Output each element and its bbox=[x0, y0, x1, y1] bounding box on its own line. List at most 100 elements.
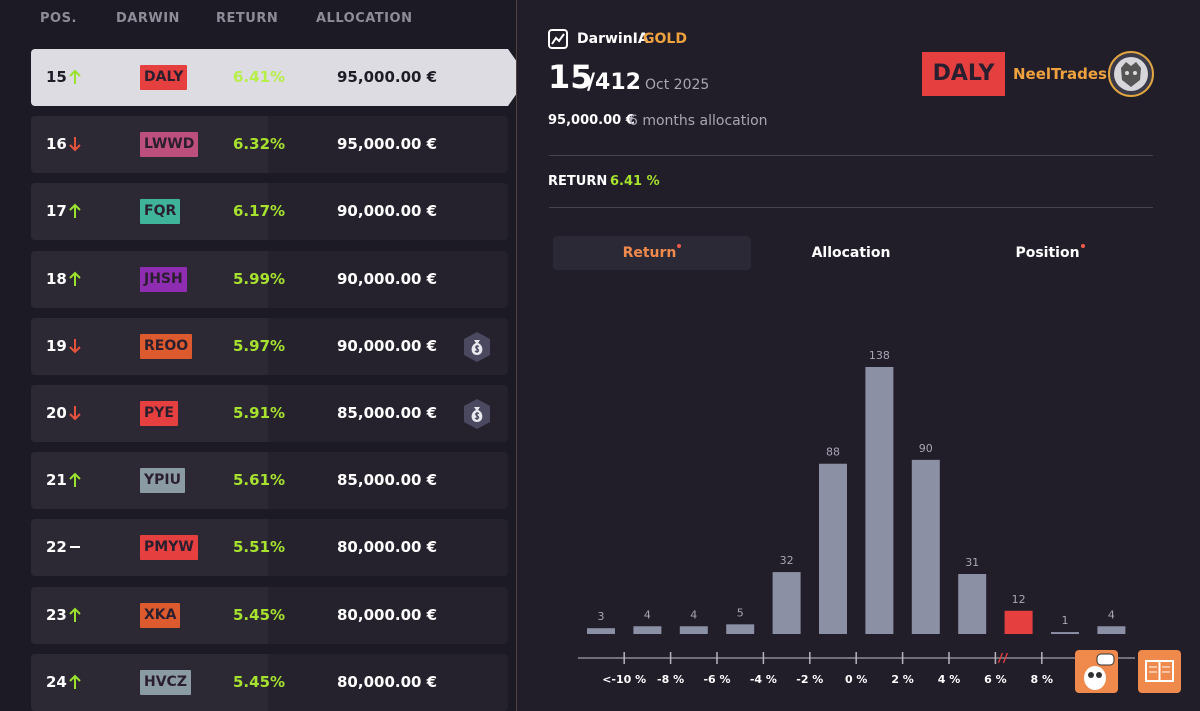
trend-arrow bbox=[69, 607, 81, 622]
brand: DarwinIA bbox=[577, 31, 649, 47]
bar bbox=[587, 628, 615, 634]
return: 5.45% bbox=[233, 672, 286, 691]
histogram: 3 4 4 5 32 88 138 90 31 12 1 4 <-10 % -8 % -6 % -4 % -2 … bbox=[578, 349, 1135, 686]
value-label: 88 bbox=[826, 446, 840, 459]
arrow-path bbox=[69, 674, 81, 689]
column-header: DARWIN bbox=[116, 11, 180, 26]
trend-arrow bbox=[69, 137, 81, 152]
ranking-row[interactable]: 22 PMYW 5.51% 80,000.00 € bbox=[31, 519, 508, 577]
ranking-row[interactable]: 19 REOO 5.97% 90,000.00 € bbox=[31, 317, 508, 375]
x-tick-label: <-10 % bbox=[602, 673, 646, 686]
darwin-tag: LWWD bbox=[140, 132, 199, 158]
position: 24 bbox=[46, 672, 67, 691]
value-label: 138 bbox=[869, 349, 890, 362]
trend-arrow bbox=[69, 674, 81, 689]
bar bbox=[865, 367, 894, 634]
allocation: 80,000.00 € bbox=[337, 605, 438, 624]
ranking-row[interactable]: 16 LWWD 6.32% 95,000.00 € bbox=[31, 116, 508, 174]
bar bbox=[726, 624, 755, 634]
arrow-path bbox=[69, 271, 81, 286]
value-label: 3 bbox=[598, 610, 605, 623]
ranking-row[interactable]: 21 YPIU 5.61% 85,000.00 € bbox=[31, 452, 508, 510]
tab-label: Allocation bbox=[811, 245, 891, 261]
tab[interactable]: Return bbox=[553, 236, 751, 270]
axis-break bbox=[997, 652, 1009, 664]
allocation: 90,000.00 € bbox=[337, 336, 438, 355]
return-value: 6.41 % bbox=[610, 174, 660, 189]
tab-label: Return bbox=[622, 245, 677, 261]
position: 23 bbox=[46, 605, 67, 624]
x-tick-label: 4 % bbox=[938, 673, 961, 686]
bar bbox=[633, 626, 662, 634]
darwin-tag: YPIU bbox=[140, 468, 185, 494]
allocation: 95,000.00 € bbox=[337, 68, 438, 86]
darwin-tag: PYE bbox=[140, 401, 178, 426]
tab[interactable]: Position bbox=[951, 236, 1149, 270]
x-tick-label: 8 % bbox=[1031, 673, 1054, 686]
ranking-row[interactable]: 24 HVCZ 5.45% 80,000.00 € bbox=[31, 653, 508, 711]
ranking-row[interactable]: 17 FQR 6.17% 90,000.00 € bbox=[31, 183, 508, 241]
ranking-row[interactable]: 23 XKA 5.45% 80,000.00 € bbox=[31, 586, 508, 644]
floating-buttons bbox=[1075, 650, 1181, 693]
return: 5.61% bbox=[233, 471, 286, 490]
value-label: 4 bbox=[1108, 608, 1115, 621]
column-header: RETURN bbox=[216, 11, 279, 26]
allocation: 85,000.00 € bbox=[337, 404, 438, 422]
position: 16 bbox=[46, 135, 67, 154]
return: 6.17% bbox=[233, 202, 286, 221]
value-label: 5 bbox=[737, 606, 744, 619]
ranking-row[interactable]: 18 JHSH 5.99% 90,000.00 € bbox=[31, 250, 508, 308]
trend-arrow bbox=[69, 69, 81, 84]
position: 20 bbox=[46, 404, 67, 422]
trend-arrow bbox=[69, 406, 81, 421]
allocation: 95,000.00 € bbox=[337, 135, 438, 154]
return: 5.45% bbox=[233, 605, 286, 624]
allocation-note: 6 months allocation bbox=[629, 113, 768, 129]
column-header: ALLOCATION bbox=[316, 11, 413, 26]
bar bbox=[1097, 626, 1126, 634]
return-label: RETURN bbox=[548, 174, 608, 189]
avatar[interactable] bbox=[1107, 50, 1155, 98]
total: /412 bbox=[587, 70, 641, 95]
x-tick-label: 0 % bbox=[845, 673, 868, 686]
bar bbox=[1051, 632, 1079, 634]
allocation: 80,000.00 € bbox=[337, 538, 438, 557]
arrow-path bbox=[69, 203, 81, 219]
arrow-path bbox=[69, 137, 81, 152]
x-tick-label: -6 % bbox=[703, 673, 730, 686]
trend-arrow bbox=[70, 546, 80, 549]
arrow-path bbox=[69, 406, 81, 421]
ranking-row[interactable]: 20 PYE 5.91% 85,000.00 € bbox=[31, 385, 508, 442]
value-label: 4 bbox=[690, 608, 697, 621]
darwin-tag: PMYW bbox=[140, 535, 198, 561]
money-badge bbox=[464, 331, 490, 362]
return: 6.41% bbox=[233, 68, 286, 86]
value-label: 1 bbox=[1062, 614, 1069, 627]
position: 21 bbox=[46, 471, 67, 490]
arrow-path bbox=[69, 69, 81, 84]
value-label: 90 bbox=[919, 442, 933, 455]
arrow-path bbox=[69, 607, 81, 622]
allocation: 80,000.00 € bbox=[337, 672, 438, 691]
darwin-tag: JHSH bbox=[140, 266, 187, 292]
position: 19 bbox=[46, 336, 67, 355]
divider bbox=[549, 155, 1153, 156]
arrow-path bbox=[69, 338, 81, 354]
x-tick-label: 6 % bbox=[984, 673, 1007, 686]
darwin-tag: DALY bbox=[922, 52, 1005, 96]
darwin-tag: DALY bbox=[140, 65, 188, 90]
bar bbox=[1004, 610, 1033, 634]
darwin-tag: FQR bbox=[140, 199, 181, 225]
trend-arrow bbox=[69, 203, 81, 219]
column-header: POS. bbox=[40, 11, 77, 26]
position: 17 bbox=[46, 202, 67, 221]
tab-dot bbox=[677, 244, 682, 248]
ranking-row[interactable]: 15 DALY 6.41% 95,000.00 € bbox=[31, 49, 528, 106]
tab[interactable]: Allocation bbox=[752, 236, 950, 270]
money-badge bbox=[464, 399, 490, 429]
divider bbox=[549, 207, 1153, 208]
value-label: 32 bbox=[780, 554, 794, 567]
position: 15 bbox=[46, 68, 67, 86]
allocation: 90,000.00 € bbox=[337, 269, 438, 288]
dollar bbox=[474, 344, 480, 353]
